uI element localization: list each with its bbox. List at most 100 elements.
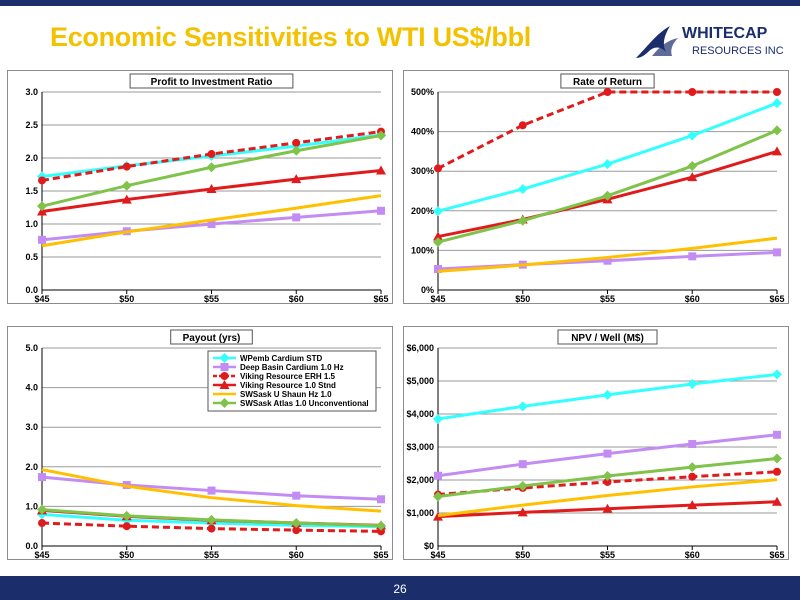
company-logo: WHITECAP RESOURCES INC [636, 25, 784, 58]
rate-of-return-chart: Rate of Return 0% 100% 200% 300% 400% 500% $45 $… [411, 73, 785, 304]
data-point [292, 213, 301, 222]
x-tick-label: $55 [204, 550, 219, 560]
series-viking-resource-erh-1-5 [434, 88, 781, 173]
y-tick-label: 4.0 [25, 383, 38, 393]
chart-title: Rate of Return [573, 77, 642, 88]
data-point [434, 471, 442, 480]
payout-chart: Payout (yrs) 0.0 1.0 2.0 3.0 4.0 5.0 $45 $50 $55 $… [25, 329, 389, 560]
series-line [41, 194, 382, 248]
data-point [517, 480, 528, 491]
y-tick-label: 400% [411, 127, 434, 137]
data-point [517, 215, 528, 226]
y-tick-label: $2,000 [406, 475, 434, 485]
data-point [602, 471, 613, 482]
data-point [122, 522, 131, 531]
series-swsask-atlas-1-0-unconventional [37, 504, 386, 531]
data-point [773, 248, 781, 257]
chart-panel-npv: NPV / Well (M$) $0 $1,000 $2,000 $3,000 $4,00… [403, 326, 789, 560]
y-tick-label: $1,000 [406, 508, 434, 518]
legend-marker [219, 353, 230, 363]
data-point [434, 164, 442, 173]
data-point [377, 206, 385, 215]
legend-label: SWSask U Shaun Hz 1.0 [240, 390, 332, 399]
series-swsask-atlas-1-0-unconventional [433, 125, 782, 248]
header-strip [0, 0, 800, 6]
series-line [41, 468, 382, 513]
data-point [433, 511, 443, 521]
y-tick-label: 3.0 [25, 87, 38, 97]
y-tick-label: 0.0 [25, 285, 38, 295]
data-point [207, 150, 216, 159]
y-tick-label: 0.0 [25, 541, 38, 551]
data-point [121, 180, 132, 191]
data-point [38, 176, 46, 185]
x-tick-label: $65 [769, 294, 784, 304]
y-tick-label: 2.0 [25, 153, 38, 163]
data-point [291, 174, 302, 184]
data-point [687, 130, 698, 141]
data-point [122, 162, 131, 171]
npv-per-well-chart: NPV / Well (M$) $0 $1,000 $2,000 $3,000 $4,00… [406, 329, 785, 560]
legend-marker [220, 372, 229, 380]
data-point [121, 510, 132, 521]
data-point [121, 194, 132, 204]
data-point [376, 165, 386, 175]
series-deep-basin-cardium-1-0-hz [434, 430, 781, 480]
data-point [772, 146, 782, 156]
y-tick-label: 1.0 [25, 219, 38, 229]
profit-investment-chart: Profit to Investment Ratio 0.0 0.5 1.0 1.5 2.… [25, 73, 389, 304]
data-point [772, 125, 782, 136]
x-tick-label: $60 [685, 550, 700, 560]
data-point [602, 159, 613, 170]
chart-panel-rate-of-return: Rate of Return 0% 100% 200% 300% 400% 500% $45 $… [403, 70, 789, 304]
chart-panel-payout: Payout (yrs) 0.0 1.0 2.0 3.0 4.0 5.0 $45 $50 $55 $… [7, 326, 393, 560]
data-point [772, 98, 782, 109]
series-deep-basin-cardium-1-0-hz [434, 248, 781, 274]
x-tick-label: $55 [600, 294, 615, 304]
x-tick-label: $65 [373, 294, 388, 304]
data-point [518, 121, 527, 130]
data-point [687, 172, 698, 182]
data-point [772, 453, 782, 464]
series-line [437, 478, 778, 518]
y-tick-label: 500% [411, 87, 434, 97]
data-point [433, 237, 443, 248]
y-tick-label: 1.0 [25, 501, 38, 511]
data-point [602, 503, 613, 513]
y-tick-label: 3.0 [25, 422, 38, 432]
y-tick-label: $4,000 [406, 409, 434, 419]
data-point [292, 491, 301, 500]
chart-title: Payout (yrs) [183, 333, 241, 344]
data-point [518, 460, 527, 469]
data-point [38, 473, 46, 482]
data-point [603, 449, 612, 458]
data-point [772, 369, 782, 380]
data-point [773, 88, 781, 96]
data-point [207, 220, 216, 228]
x-tick-label: $45 [34, 294, 49, 304]
y-tick-label: 2.0 [25, 462, 38, 472]
data-point [433, 491, 443, 502]
x-tick-label: $55 [600, 550, 615, 560]
data-point [603, 256, 612, 265]
data-point [38, 519, 46, 528]
logo-text-line1: WHITECAP [682, 25, 768, 42]
data-point [688, 88, 697, 96]
y-tick-label: 2.5 [25, 120, 38, 130]
legend-label: Viking Resource ERH 1.5 [240, 372, 336, 381]
series-swsask-u-shaun-hz-1-0 [41, 468, 382, 513]
data-point [687, 500, 698, 510]
data-point [206, 184, 217, 194]
x-tick-label: $60 [289, 550, 304, 560]
y-tick-label: $6,000 [406, 343, 434, 353]
legend-marker [220, 363, 229, 371]
series-viking-resource-1-0-stnd [433, 496, 782, 521]
data-point [602, 190, 613, 201]
x-tick-label: $50 [119, 550, 134, 560]
legend-marker [219, 380, 230, 389]
data-point [517, 184, 528, 195]
chart-panel-profit-investment: Profit to Investment Ratio 0.0 0.5 1.0 1.5 2.… [7, 70, 393, 304]
legend-label: SWSask Atlas 1.0 Unconventional [240, 399, 369, 408]
y-tick-label: 0.5 [25, 252, 38, 262]
y-tick-label: 0% [421, 285, 434, 295]
